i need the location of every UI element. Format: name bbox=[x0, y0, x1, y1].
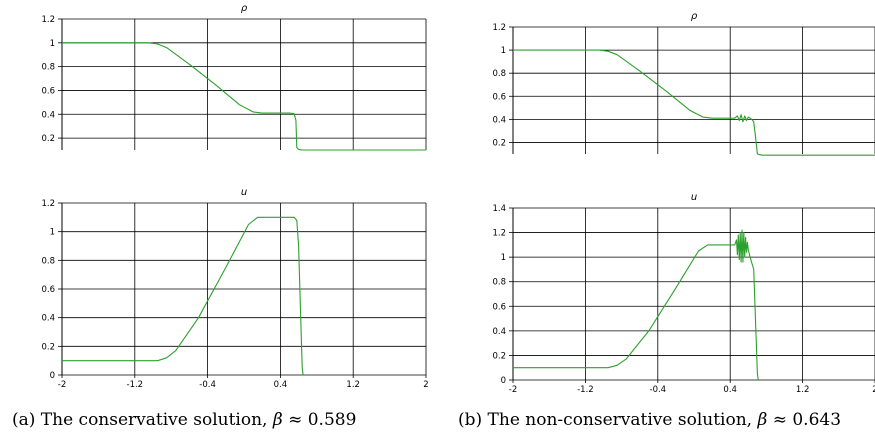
caption-b-value: ≈ 0.643 bbox=[767, 410, 842, 430]
chart-a-u-xtick-label-2: -0.4 bbox=[199, 380, 216, 390]
chart-a-u-ytick-label-3: 0.6 bbox=[41, 285, 55, 295]
chart-a-rho: ρ 0.2 0.4 0.6 0.8 1 1.2 bbox=[41, 3, 427, 151]
chart-b-u-xtick-label-3: 0.4 bbox=[723, 385, 737, 395]
chart-a-rho-ytick-label-3: 0.8 bbox=[41, 63, 55, 73]
chart-a-u-xtick-label-1: -1.2 bbox=[127, 380, 144, 390]
chart-a-u-ytick-label-6: 1.2 bbox=[41, 199, 55, 209]
chart-b-u-ytick-label-4: 0.8 bbox=[492, 278, 506, 288]
chart-b-u-ytick-label-0: 0 bbox=[501, 376, 506, 386]
chart-a-u-xtick-label-3: 0.4 bbox=[274, 380, 288, 390]
chart-b-u-title: u bbox=[691, 192, 697, 203]
chart-b-u-xtick-label-2: -0.4 bbox=[650, 385, 667, 395]
chart-a-u-xtick-label-4: 1.2 bbox=[346, 380, 360, 390]
chart-a-u-ytick-label-0: 0 bbox=[50, 371, 55, 381]
chart-b-rho-ytick-label-2: 0.6 bbox=[492, 92, 506, 102]
chart-b-u-xtick-label-4: 1.2 bbox=[796, 385, 810, 395]
chart-b-rho-ytick-label-1: 0.4 bbox=[492, 115, 506, 125]
chart-b-rho-title: ρ bbox=[691, 11, 698, 22]
chart-b-u-xtick-label-1: -1.2 bbox=[577, 385, 594, 395]
chart-b-u-series-line-0 bbox=[513, 229, 759, 381]
chart-a-u: u 0 0.2 0.4 0.6 0.8 1 1.2 -2 -1.2 -0.4 0.4 1.2 2 bbox=[41, 187, 428, 390]
chart-b-rho: ρ 0.2 0.4 0.6 0.8 1 1.2 bbox=[492, 11, 875, 156]
caption-a-text: (a) The conservative solution, bbox=[12, 410, 273, 430]
chart-b-rho-ytick-label-0: 0.2 bbox=[492, 138, 506, 148]
chart-b-u-ytick-label-6: 1.2 bbox=[492, 229, 506, 239]
chart-b-u-ytick-label-2: 0.4 bbox=[492, 327, 506, 337]
caption-b-beta: β bbox=[757, 410, 768, 430]
caption-a: (a) The conservative solution, β ≈ 0.589 bbox=[12, 410, 356, 430]
chart-b-u-xtick-label-5: 2 bbox=[872, 385, 875, 395]
chart-a-rho-ytick-label-0: 0.2 bbox=[41, 134, 55, 144]
chart-a-u-ytick-label-5: 1 bbox=[50, 228, 55, 238]
chart-a-rho-ytick-label-1: 0.4 bbox=[41, 110, 55, 120]
chart-a-u-xtick-label-0: -2 bbox=[58, 380, 66, 390]
chart-a-rho-ytick-label-2: 0.6 bbox=[41, 86, 55, 96]
chart-a-rho-ytick-label-5: 1.2 bbox=[41, 15, 55, 25]
chart-a-rho-ytick-label-4: 1 bbox=[50, 39, 55, 49]
chart-a-u-series-line-0 bbox=[62, 216, 304, 376]
chart-a-u-ytick-label-1: 0.2 bbox=[41, 342, 55, 352]
chart-a-rho-title: ρ bbox=[241, 3, 248, 14]
chart-b-rho-ytick-label-5: 1.2 bbox=[492, 23, 506, 33]
caption-b-text: (b) The non-conservative solution, bbox=[458, 410, 758, 430]
chart-a-u-ytick-label-2: 0.4 bbox=[41, 314, 55, 324]
chart-a-u-xtick-label-5: 2 bbox=[423, 380, 428, 390]
chart-b-u: u 0 0.2 0.4 0.6 0.8 1 1.2 1.4 -2 -1.2 -0.4 0.4 1.2 2 bbox=[492, 192, 875, 395]
chart-b-u-ytick-label-7: 1.4 bbox=[492, 204, 506, 214]
chart-b-u-xtick-label-0: -2 bbox=[509, 385, 517, 395]
chart-b-u-ytick-label-3: 0.6 bbox=[492, 302, 506, 312]
chart-a-u-title: u bbox=[241, 187, 247, 198]
chart-b-u-ytick-label-5: 1 bbox=[501, 253, 506, 263]
chart-b-u-ytick-label-1: 0.2 bbox=[492, 351, 506, 361]
chart-a-u-ytick-label-4: 0.8 bbox=[41, 256, 55, 266]
chart-b-rho-ytick-label-3: 0.8 bbox=[492, 69, 506, 79]
caption-a-value: ≈ 0.589 bbox=[282, 410, 357, 430]
caption-b: (b) The non-conservative solution, β ≈ 0… bbox=[458, 410, 841, 430]
chart-b-rho-series-line-0 bbox=[513, 49, 875, 156]
chart-a-rho-series-line-0 bbox=[62, 42, 426, 151]
caption-a-beta: β bbox=[272, 410, 283, 430]
chart-b-rho-ytick-label-4: 1 bbox=[501, 46, 506, 56]
